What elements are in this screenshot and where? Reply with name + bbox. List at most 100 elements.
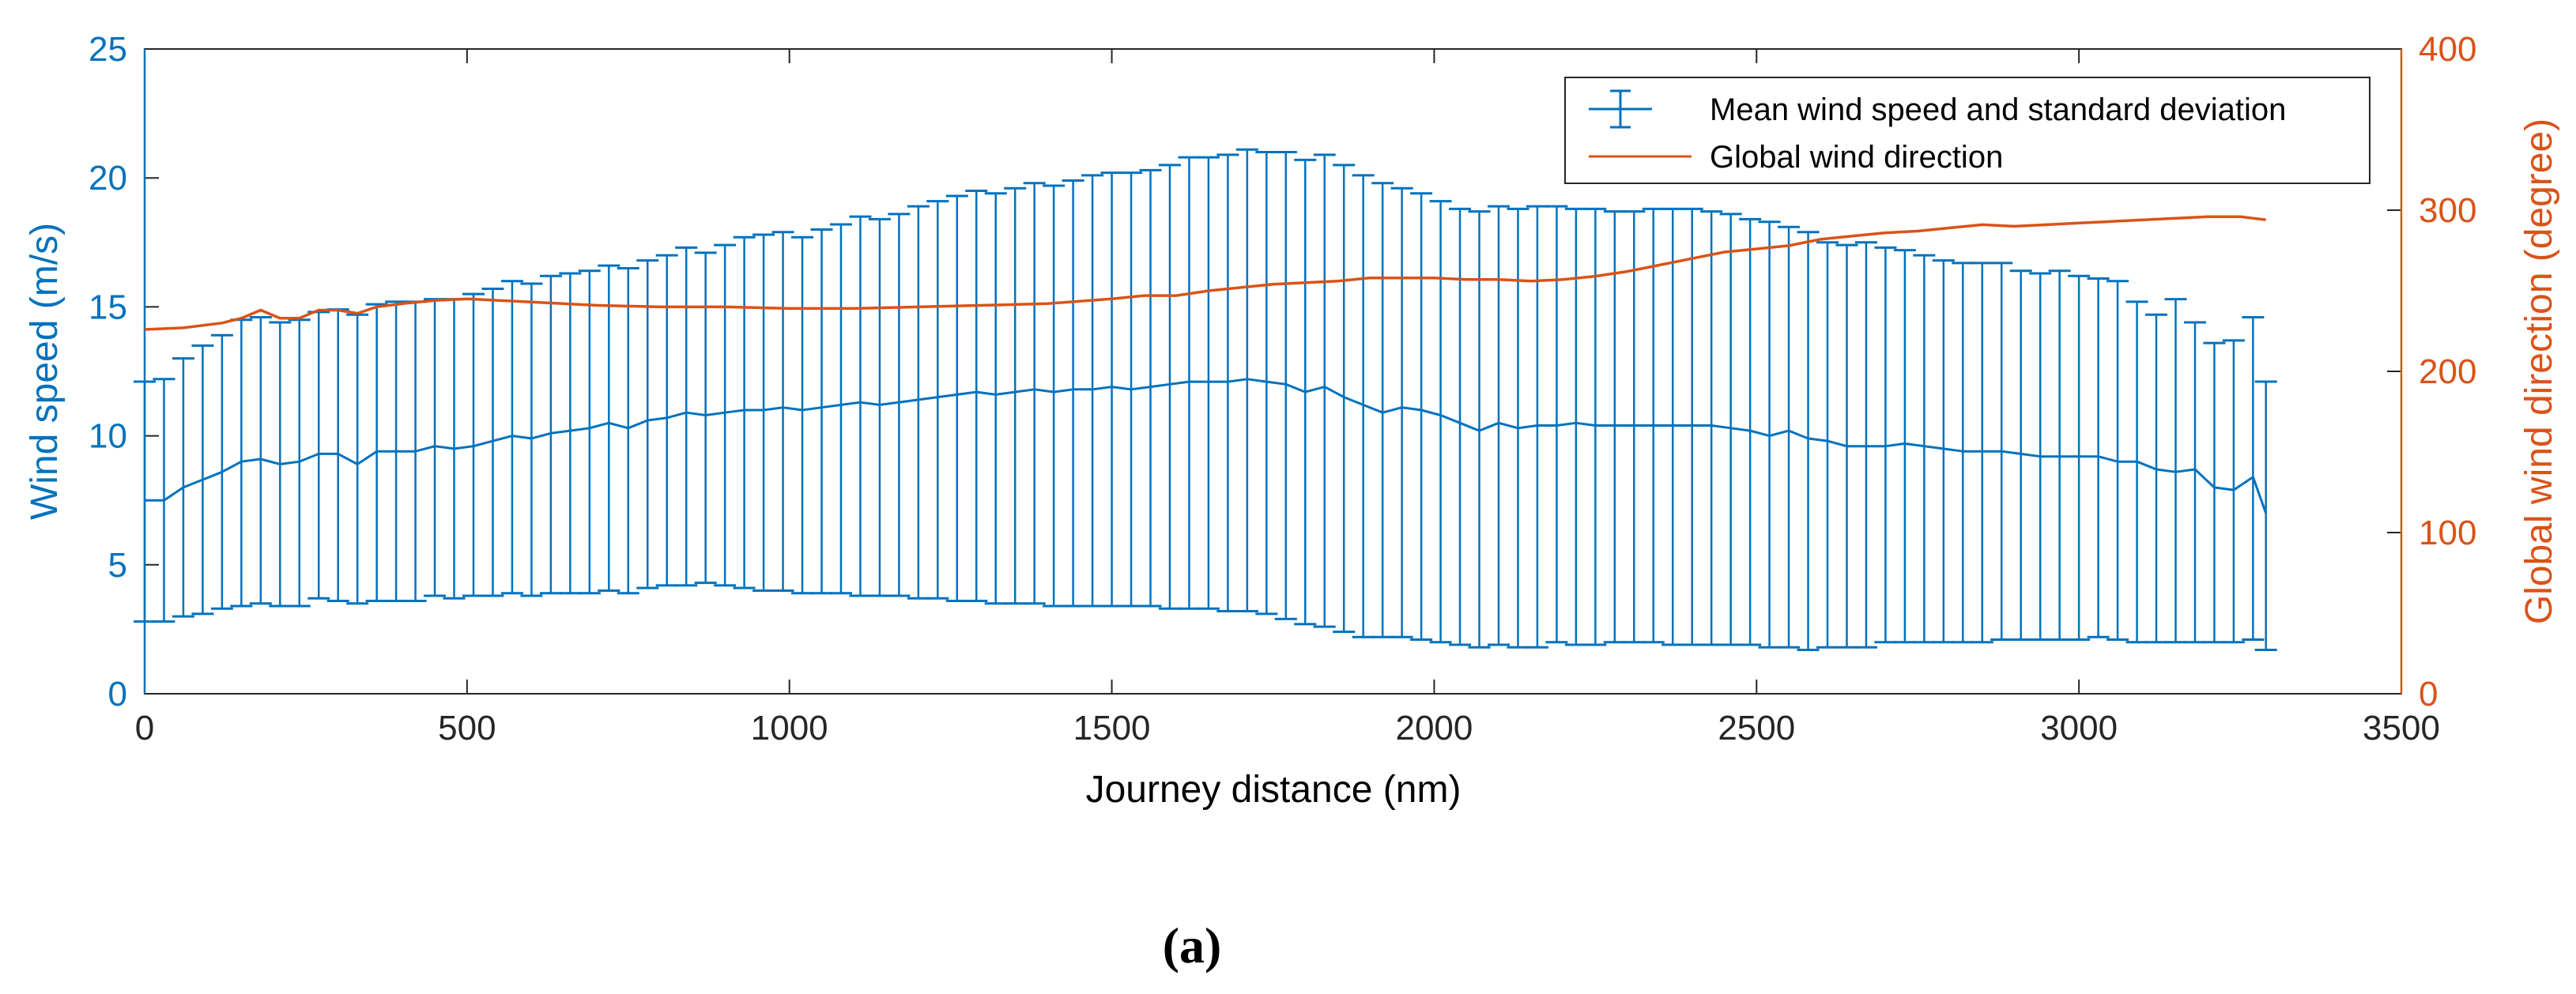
error-bar (1100, 171, 1123, 608)
error-bar (2183, 321, 2206, 644)
legend-speed-swatch (1589, 89, 1652, 129)
error-bar (1584, 207, 1607, 646)
error-bar (1043, 184, 1065, 608)
error-bar (500, 280, 523, 595)
error-bar (1778, 225, 1801, 649)
error-bar (2164, 298, 2187, 644)
left-y-axis-title: Wind speed (m/s) (24, 223, 66, 520)
x-tick-label: 3000 (2040, 709, 2118, 747)
error-bar (791, 235, 814, 595)
error-bar (1739, 217, 1762, 646)
left-y-tick-label: 20 (89, 159, 127, 198)
error-bar (636, 259, 659, 589)
error-bar (984, 192, 1007, 605)
error-bar (288, 318, 311, 608)
error-bar (1158, 164, 1181, 610)
left-y-tick-label: 0 (108, 675, 127, 713)
error-bar (714, 243, 737, 587)
x-tick-label: 2500 (1718, 709, 1795, 747)
left-y-tick-label: 10 (89, 417, 127, 456)
error-bar (578, 269, 601, 595)
error-bar (849, 215, 872, 597)
right-y-tick-label: 100 (2419, 514, 2476, 552)
error-bar (2068, 274, 2091, 641)
figure-caption: (a) (1163, 917, 1222, 973)
wind-direction-line (144, 215, 2266, 331)
legend: Mean wind speed and standard deviation G… (1564, 77, 2370, 184)
error-bar (1719, 213, 1742, 646)
right-y-tick-label: 300 (2419, 191, 2476, 230)
error-bar (1023, 182, 1046, 605)
x-axis: 0 500 1000 1500 2000 2500 3000 3500 (135, 49, 2440, 747)
mean-wind-speed-line (145, 378, 2268, 514)
left-y-tick-label: 15 (89, 288, 127, 326)
error-bar (1680, 207, 1703, 646)
error-bar (1468, 210, 1491, 649)
error-bar (1235, 148, 1258, 613)
x-tick-label: 1500 (1073, 709, 1151, 747)
error-bar (1410, 192, 1433, 641)
error-bar (868, 217, 891, 597)
error-bar (829, 223, 852, 595)
error-bar (1623, 210, 1646, 644)
error-bar (1081, 174, 1104, 608)
right-y-axis: 0 100 200 300 400 (2387, 30, 2476, 713)
error-bar (2125, 300, 2148, 644)
error-bar (598, 264, 620, 592)
error-bar (2145, 313, 2168, 644)
error-bar (810, 228, 833, 595)
error-bar (462, 292, 485, 597)
error-bar (1371, 182, 1394, 638)
left-y-tick-label: 5 (108, 546, 127, 585)
error-bar (771, 231, 794, 592)
error-bar (2106, 280, 2129, 641)
left-y-tick-label: 25 (89, 30, 127, 69)
error-bar (1390, 186, 1413, 638)
error-bar (907, 205, 930, 600)
error-bar (1139, 168, 1162, 608)
error-bar (1255, 151, 1278, 616)
error-bar (965, 190, 988, 602)
error-bar (1854, 241, 1877, 649)
error-bar (2222, 339, 2245, 644)
error-bar (945, 194, 968, 602)
wind-speed-error-bars (134, 148, 2277, 652)
error-bar (675, 246, 698, 587)
error-bar (1449, 207, 1472, 646)
error-bar (2048, 269, 2071, 641)
error-bar (520, 282, 543, 597)
error-bar (481, 288, 504, 597)
error-bar (1874, 246, 1897, 644)
error-bar (655, 254, 678, 587)
error-bar (1333, 164, 1356, 634)
x-tick-label: 2000 (1395, 709, 1473, 747)
right-y-tick-label: 400 (2419, 30, 2476, 69)
error-bar (2203, 341, 2226, 644)
x-tick-label: 3500 (2363, 709, 2440, 747)
error-bar (1352, 174, 1375, 638)
x-axis-title: Journey distance (nm) (1086, 769, 1461, 811)
error-bar (752, 233, 775, 592)
error-bar (1816, 241, 1839, 649)
error-bar (1178, 156, 1201, 610)
error-bar (539, 274, 562, 595)
error-bar (1893, 249, 1916, 644)
error-bar (134, 380, 156, 623)
error-bar (1603, 210, 1626, 644)
error-bar (1932, 259, 1955, 644)
x-tick-label: 500 (438, 709, 496, 747)
error-bar (1274, 151, 1297, 620)
error-bar (617, 266, 639, 595)
error-bar (1971, 262, 1993, 644)
mean-wind-speed-series (145, 378, 2268, 514)
right-y-tick-label: 0 (2419, 675, 2438, 713)
error-bar (1797, 231, 1820, 652)
error-bar (1700, 210, 1723, 646)
error-bar (1062, 179, 1084, 608)
wind-direction-series (144, 215, 2266, 331)
error-bar (2009, 269, 2032, 641)
error-bar (1913, 254, 1936, 644)
error-bar (1952, 262, 1974, 644)
right-y-tick-label: 200 (2419, 352, 2476, 391)
